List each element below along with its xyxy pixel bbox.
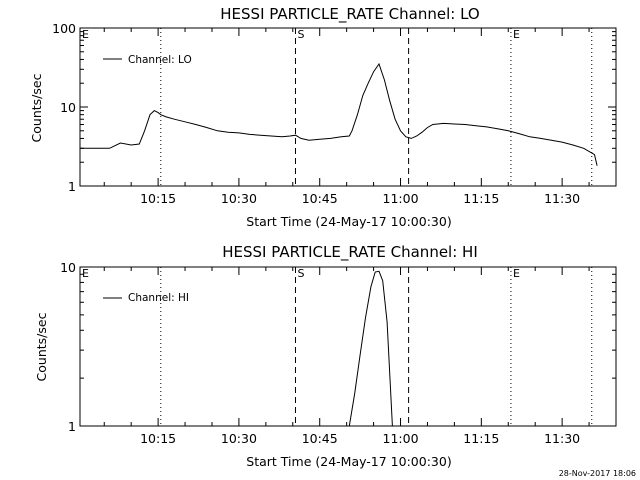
event-marker-label: E [82,267,89,280]
y-axis-label: Counts/sec [34,312,49,381]
x-tick-label: 11:15 [463,191,499,206]
legend-label: Channel: LO [128,54,192,66]
event-marker-label: S [297,267,304,280]
event-marker-label: S [297,28,304,41]
y-tick-label: 10 [60,260,76,275]
plot-frame [79,266,617,427]
x-axis-label: Start Time (24-May-17 10:00:30) [246,454,451,469]
x-tick-label: 10:45 [302,191,338,206]
y-tick-label: 100 [52,21,76,36]
chart-panel-lo: HESSI PARTICLE_RATE Channel: LO Start Ti… [29,5,617,229]
y-tick-label: 10 [60,100,76,115]
x-tick-label: 10:45 [302,431,338,446]
plot-frame [79,27,617,187]
x-tick-label: 10:15 [140,431,176,446]
y-tick-label: 1 [68,419,76,434]
x-tick-label: 11:00 [383,431,419,446]
y-tick-label: 1 [68,179,76,194]
series-line [80,62,598,166]
event-marker-label: E [513,28,520,41]
x-tick-label: 10:30 [221,431,257,446]
series-line [348,270,393,427]
event-marker-label: E [82,28,89,41]
x-axis-label: Start Time (24-May-17 10:00:30) [246,214,451,229]
chart-title: HESSI PARTICLE_RATE Channel: LO [220,5,479,24]
y-axis-label: Counts/sec [29,73,44,142]
x-tick-label: 11:00 [383,191,419,206]
x-tick-label: 11:15 [463,431,499,446]
x-tick-label: 11:30 [544,191,580,206]
footer-timestamp: 28-Nov-2017 18:06 [559,469,636,478]
chart-title: HESSI PARTICLE_RATE Channel: HI [222,243,478,262]
x-tick-label: 10:15 [140,191,176,206]
chart-panel-hi: HESSI PARTICLE_RATE Channel: HI Start Ti… [34,243,617,469]
event-marker-label: E [513,267,520,280]
x-tick-label: 11:30 [544,431,580,446]
x-tick-label: 10:30 [221,191,257,206]
legend-label: Channel: HI [128,292,189,304]
